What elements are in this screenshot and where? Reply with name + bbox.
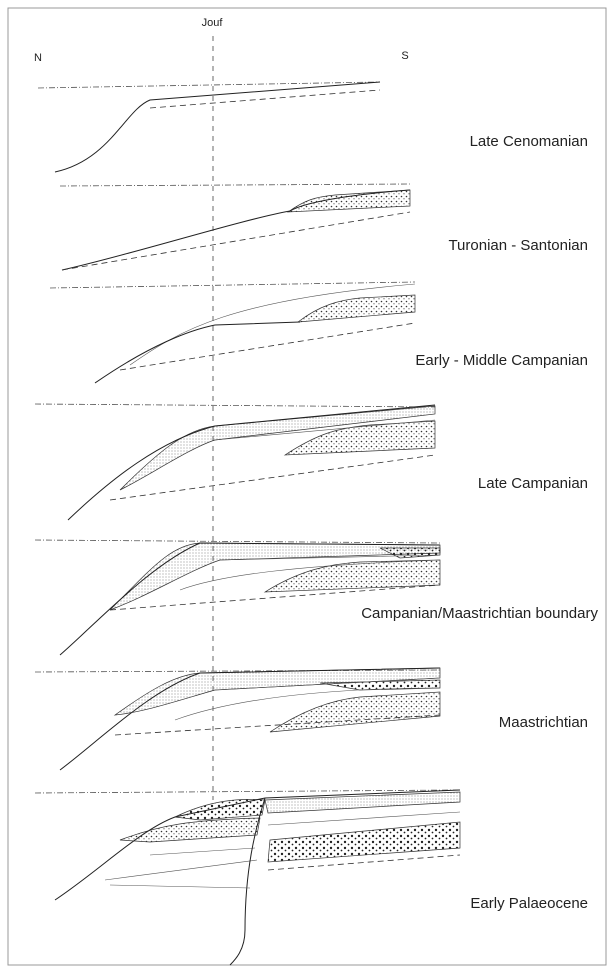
section-1 [38,82,380,172]
section-label: Turonian - Santonian [448,237,588,254]
section-5 [35,540,440,655]
section-label: Late Cenomanian [470,133,588,150]
section-label: Late Campanian [478,475,588,492]
strata-line [175,799,265,820]
strata-line [35,404,435,407]
section-4 [35,404,435,520]
strata-line [150,90,380,108]
south-label: S [401,50,408,62]
section-7 [35,790,460,965]
section-2 [60,184,410,270]
section-label: Maastrichtian [499,714,588,731]
strata-line [62,212,410,270]
strata-line [50,282,415,288]
strata-line [298,295,415,322]
section-6 [35,668,440,770]
section-3 [50,282,415,383]
section-label: Early Palaeocene [470,895,588,912]
strata-line [120,323,415,370]
strata-line [95,322,300,383]
strata-line [110,885,250,888]
strata-line [270,692,440,732]
section-label: Campanian/Maastrichtian boundary [361,605,598,622]
strata-line [120,818,260,842]
strata-line [268,822,460,862]
figure: Jouf N S [0,0,614,971]
north-label: N [34,52,42,64]
section-label: Early - Middle Campanian [415,352,588,369]
strata-line [38,82,380,88]
strata-line [265,792,460,813]
strata-line [288,190,410,212]
strata-line [35,540,440,543]
strata-line [55,82,380,172]
strata-line [130,284,415,365]
well-label: Jouf [202,17,224,29]
strata-line [60,184,410,186]
